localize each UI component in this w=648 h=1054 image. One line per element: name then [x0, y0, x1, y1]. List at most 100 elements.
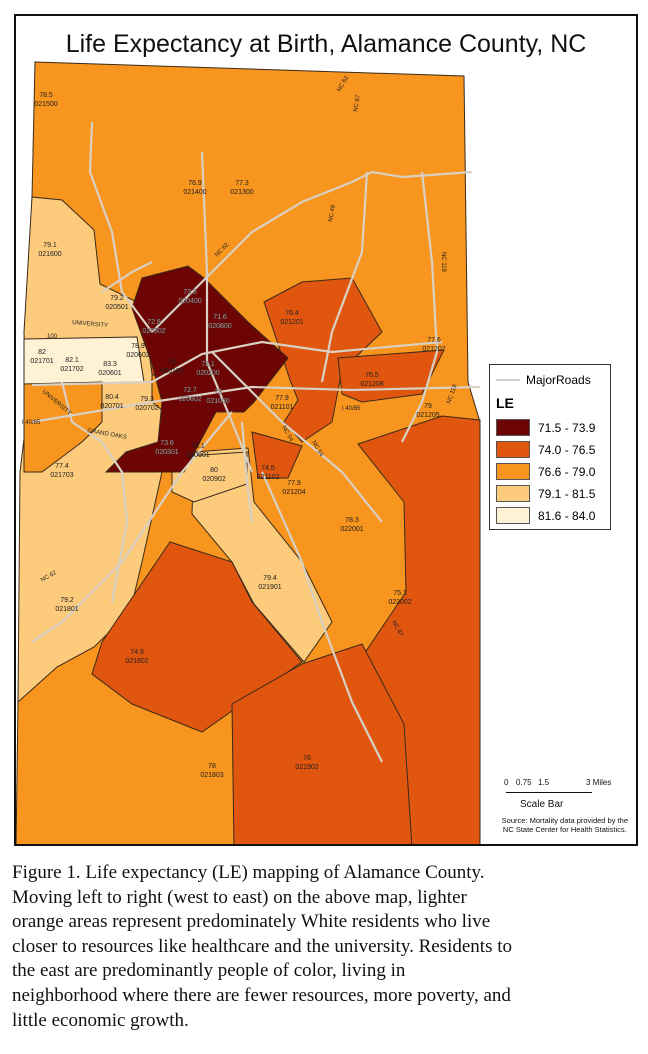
map-frame: NC 62 NC 87 NC 49 NC 119 NC 62 NC 54 UNIVERSIT…	[14, 14, 638, 846]
tract-id: 021208	[360, 381, 383, 388]
tract-label: 74.5 021102	[257, 465, 280, 481]
tract-label: 73 021000	[206, 389, 230, 405]
legend-swatch	[496, 507, 530, 524]
tract-label: 79.2 020501	[105, 295, 128, 311]
tract-le-value: 73	[214, 389, 222, 396]
tract-label: 77.6 021207	[422, 337, 445, 353]
tract-label: 72.1 020200	[196, 361, 220, 377]
legend-swatch	[496, 441, 530, 458]
legend-swatch	[496, 419, 530, 436]
region-021102	[251, 431, 303, 479]
tract-label: 76.5 021208	[360, 372, 383, 388]
tract-label: 78.3 022001	[340, 517, 363, 533]
legend-roads-label: MajorRoads	[526, 373, 591, 387]
tract-le-value: 76	[303, 755, 311, 762]
road-label: I 40/85	[342, 406, 361, 412]
tract-le-value: 77.3	[235, 180, 249, 187]
tract-label: 79.1 021600	[38, 242, 61, 258]
scale-line	[506, 792, 592, 793]
major-road	[31, 340, 443, 387]
figure-caption: Figure 1. Life expectancy (LE) mapping o…	[12, 861, 632, 1033]
tract-label: 74.9 021802	[125, 649, 148, 665]
source-line: Source: Mortality data provided by the	[501, 816, 628, 825]
region-021201	[263, 277, 383, 443]
tract-le-value: 78.1	[191, 443, 205, 450]
tract-le-value: 79.2	[110, 295, 124, 302]
tract-le-value: 72.8	[147, 319, 161, 326]
tract-label: 76.4 021201	[280, 310, 303, 326]
tract-id: 020901	[186, 452, 209, 459]
tract-label: 79 021205	[416, 403, 439, 419]
major-road	[151, 171, 373, 333]
major-road	[31, 411, 233, 643]
tract-le-value: 78.5	[39, 92, 53, 99]
tract-le-value: 79.3	[140, 396, 154, 403]
tract-id: 021101	[271, 404, 294, 411]
tract-le-value: 79.4	[263, 575, 277, 582]
major-road	[31, 385, 481, 424]
scale-title: Scale Bar	[520, 799, 564, 810]
region-central-dark	[104, 265, 289, 473]
legend-roads: MajorRoads	[496, 373, 591, 387]
major-road	[240, 421, 254, 523]
tract-id: 022001	[340, 526, 363, 533]
tract-le-value: 74.9	[130, 649, 144, 656]
tract-id: 022002	[388, 599, 411, 606]
major-road	[88, 121, 153, 333]
tract-id: 021000	[206, 398, 229, 405]
tract-le-value: 77.6	[427, 337, 441, 344]
tract-label: 79.4 021901	[258, 575, 281, 591]
major-road	[200, 151, 254, 473]
major-road	[320, 171, 369, 383]
tract-id: 020100	[160, 368, 183, 375]
scale-bar: 0 0.75 1.5 3 Miles Scale Bar	[502, 778, 632, 810]
caption-line: closer to resources like healthcare and …	[12, 935, 512, 957]
tract-id: 020400	[178, 298, 201, 305]
tract-id: 021801	[55, 606, 78, 613]
region-021902	[231, 643, 413, 844]
road-label: NC 87	[353, 94, 362, 112]
road-label: NC 119	[440, 252, 446, 273]
tract-le-value: 79	[424, 403, 432, 410]
legend-label: 81.6 - 84.0	[538, 508, 596, 523]
road-label: I 40/85	[22, 420, 41, 426]
tract-id: 021201	[280, 319, 303, 326]
tract-le-value: 79.2	[60, 597, 74, 604]
tract-id: 021901	[258, 584, 281, 591]
caption-line: orange areas represent predominately Whi…	[12, 911, 491, 933]
tract-le-value: 77.4	[55, 463, 69, 470]
tract-id: 020800	[208, 323, 231, 330]
source-note: Source: Mortality data provided by the N…	[502, 816, 628, 834]
tract-label: 78.1 020901	[186, 443, 209, 459]
tract-le-value: 78.3	[345, 517, 359, 524]
tract-id: 020602	[126, 352, 149, 359]
road-label: 100	[47, 334, 58, 340]
legend-label: 76.6 - 79.0	[538, 464, 596, 479]
tract-id: 020301	[155, 449, 178, 456]
tract-id: 020302	[142, 328, 165, 335]
tract-le-value: 71.6	[213, 314, 227, 321]
tract-id: 021300	[230, 189, 253, 196]
tract-id: 020701	[100, 403, 123, 410]
region-northwest-orange	[23, 381, 103, 473]
tract-label: 82 021701	[30, 349, 53, 365]
legend-label: 79.1 - 81.5	[538, 486, 596, 501]
tract-le-value: 78.9	[131, 343, 145, 350]
tract-id: 020601	[98, 370, 121, 377]
tract-le-value: 79.1	[43, 242, 57, 249]
road-label: NC 49	[328, 204, 337, 222]
tract-label: 73.6 020301	[155, 440, 179, 456]
tract-id: 021703	[50, 472, 73, 479]
tract-label: 76.9 021400	[183, 180, 206, 196]
tract-label: 77.9 021204	[282, 480, 305, 496]
tract-le-value: 80	[210, 467, 218, 474]
tract-id: 021500	[34, 101, 57, 108]
tract-id: 021902	[295, 764, 318, 771]
scale-tick-label: 0.75	[516, 778, 532, 787]
caption-line: neighborhood where there are fewer resou…	[12, 984, 511, 1006]
tract-le-value: 80.4	[105, 394, 119, 401]
caption-line: little economic growth.	[12, 1009, 189, 1031]
source-line: NC State Center for Health Statistics.	[502, 825, 627, 834]
caption-line: Moving left to right (west to east) on t…	[12, 886, 467, 908]
